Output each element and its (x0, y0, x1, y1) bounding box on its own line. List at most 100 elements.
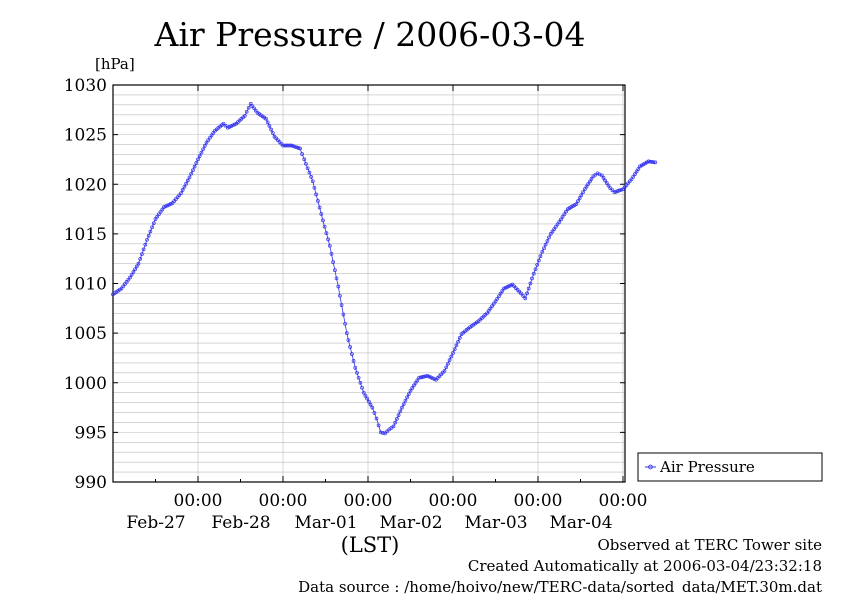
x-tick-date-label: Mar-01 (294, 513, 357, 533)
data-point (588, 179, 592, 184)
data-point (339, 303, 344, 307)
data-point (418, 375, 423, 380)
data-point (153, 217, 158, 221)
data-point (444, 365, 449, 370)
data-point (653, 160, 658, 165)
y-tick-label: 1010 (64, 275, 107, 295)
data-point (535, 262, 540, 267)
data-point (227, 125, 232, 129)
data-point (269, 127, 273, 132)
data-point (579, 193, 584, 198)
data-point (497, 294, 501, 299)
data-point (417, 375, 421, 380)
data-point (336, 284, 341, 289)
x-tick-time-label: 00:00 (429, 491, 478, 511)
data-point (211, 131, 216, 135)
data-point (140, 252, 144, 256)
data-point (129, 272, 134, 277)
data-point (314, 192, 318, 197)
data-point (331, 260, 335, 264)
data-point (150, 225, 154, 230)
y-tick-label: 1005 (64, 324, 107, 344)
data-point (412, 383, 416, 388)
data-point (333, 268, 337, 273)
data-point (500, 289, 505, 293)
data-point (307, 170, 312, 175)
data-point (372, 411, 377, 415)
data-point (595, 171, 600, 176)
data-point (555, 222, 560, 227)
data-point (329, 252, 334, 256)
data-point (490, 304, 494, 308)
data-point (528, 281, 533, 286)
data-point (309, 175, 313, 179)
data-point (401, 402, 406, 407)
data-point (289, 143, 294, 148)
data-point (608, 186, 613, 191)
series-air-pressure (111, 102, 658, 436)
data-point (355, 370, 359, 375)
data-point (569, 205, 573, 209)
data-point (185, 178, 190, 183)
data-point (223, 123, 228, 128)
data-point (184, 181, 188, 186)
y-tick-label: 1025 (64, 126, 107, 146)
data-point (491, 301, 496, 306)
data-point (446, 361, 450, 366)
data-point (196, 157, 200, 162)
data-point (538, 254, 543, 258)
x-tick-time-label: 00:00 (599, 491, 648, 511)
data-point (543, 242, 548, 247)
data-point (582, 187, 587, 192)
data-point (158, 209, 163, 214)
data-point (617, 188, 622, 193)
data-point (300, 152, 304, 156)
data-point (612, 190, 617, 195)
data-point (531, 271, 536, 276)
data-point (423, 374, 428, 379)
data-point (267, 124, 272, 128)
data-point (410, 386, 415, 390)
data-point (133, 267, 137, 272)
data-point (614, 189, 619, 194)
data-point (552, 227, 557, 231)
y-tick-label: 990 (75, 473, 107, 493)
data-point (367, 399, 371, 404)
data-point (230, 123, 235, 128)
data-point (564, 209, 568, 214)
data-point (192, 164, 197, 169)
data-point (284, 143, 289, 148)
x-axis-label: (LST) (341, 533, 400, 557)
data-point (368, 402, 373, 407)
data-point (420, 375, 425, 379)
data-point (415, 378, 420, 383)
data-point (356, 375, 361, 380)
data-point (391, 424, 396, 429)
data-point (413, 381, 418, 385)
data-point (128, 275, 132, 280)
data-point (650, 160, 654, 164)
data-point (160, 207, 165, 212)
grid (113, 85, 625, 482)
data-point (485, 311, 489, 316)
data-point (294, 145, 299, 150)
data-point (202, 144, 207, 148)
data-point (400, 405, 404, 410)
data-point (327, 243, 332, 248)
data-point (449, 354, 454, 359)
data-point (610, 188, 615, 193)
data-point (338, 293, 342, 298)
data-point (408, 388, 413, 393)
data-point (523, 296, 528, 301)
data-point (206, 138, 211, 143)
data-point (191, 168, 195, 173)
data-point (629, 177, 634, 182)
data-point (452, 347, 457, 352)
data-point (562, 212, 567, 217)
x-tick-date-label: Mar-04 (549, 513, 612, 533)
data-point (204, 140, 209, 145)
data-point (457, 336, 462, 340)
data-point (646, 159, 651, 164)
data-point (488, 306, 493, 311)
